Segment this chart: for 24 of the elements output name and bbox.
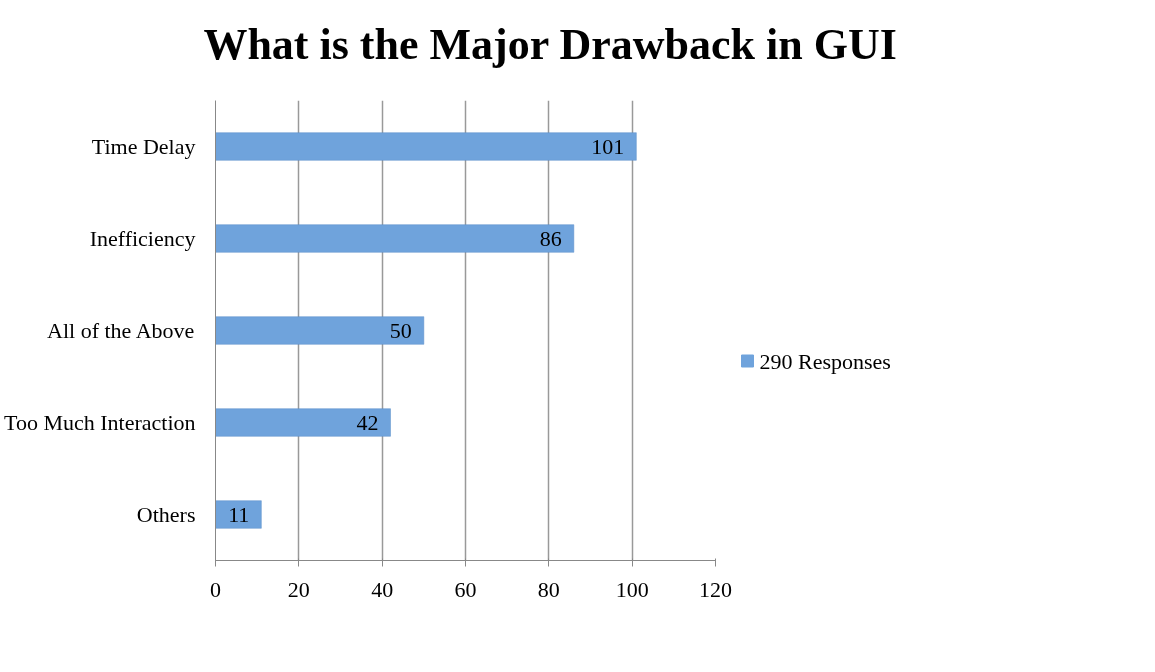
x-tick-label: 80 bbox=[537, 576, 560, 602]
y-tick-label: Others bbox=[136, 502, 196, 527]
bar bbox=[215, 224, 575, 253]
data-label: 86 bbox=[539, 225, 562, 251]
x-tick-label: 20 bbox=[287, 576, 310, 602]
bar bbox=[215, 408, 391, 437]
data-label: 50 bbox=[389, 317, 412, 343]
bar bbox=[215, 132, 637, 161]
y-tick-label: Time Delay bbox=[91, 134, 196, 159]
data-label: 42 bbox=[356, 409, 379, 435]
bar bbox=[215, 500, 262, 529]
legend-label: 290 Responses bbox=[759, 348, 891, 374]
x-tick-label: 100 bbox=[615, 576, 649, 602]
x-tick-label: 0 bbox=[210, 576, 221, 602]
data-label: 11 bbox=[228, 501, 250, 527]
x-tick-label: 40 bbox=[371, 576, 394, 602]
chart-title: What is the Major Drawback in GUI bbox=[203, 20, 897, 69]
y-tick-label: All of the Above bbox=[47, 318, 195, 343]
bar bbox=[215, 316, 425, 345]
x-tick-label: 120 bbox=[699, 576, 732, 602]
y-tick-label: Too Much Interaction bbox=[3, 410, 196, 435]
x-tick-label: 60 bbox=[454, 576, 477, 602]
data-label: 101 bbox=[591, 133, 625, 159]
y-tick-label: Inefficiency bbox=[89, 226, 196, 251]
